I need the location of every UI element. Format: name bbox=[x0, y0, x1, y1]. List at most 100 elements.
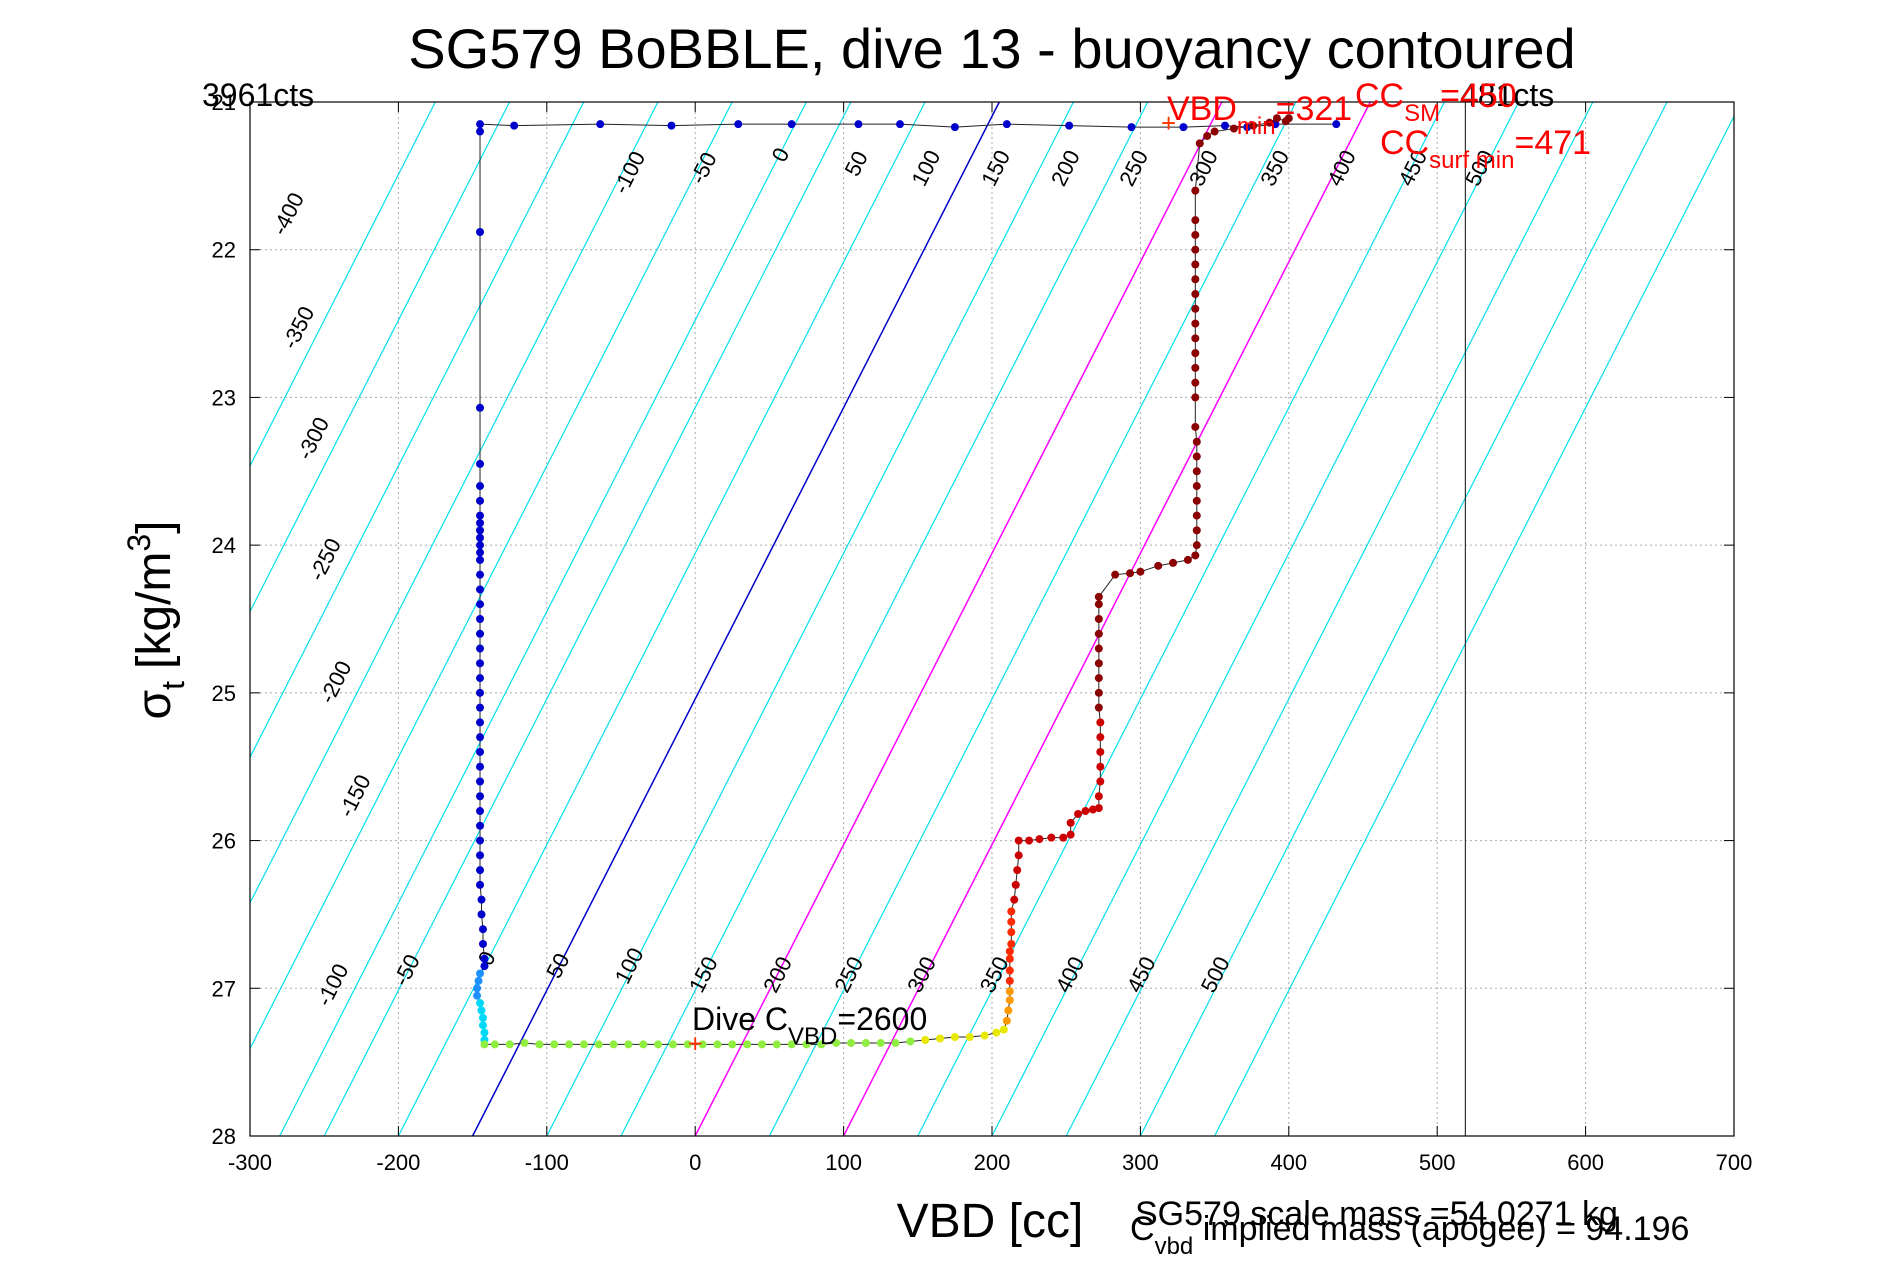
data-point bbox=[476, 644, 485, 653]
data-point bbox=[713, 1040, 722, 1049]
data-point bbox=[1096, 762, 1105, 771]
data-point bbox=[1007, 917, 1016, 926]
y-tick-label: 23 bbox=[212, 385, 236, 410]
data-point bbox=[476, 585, 485, 594]
contour-label: 400 bbox=[1050, 953, 1089, 997]
data-point bbox=[476, 526, 485, 535]
data-point bbox=[476, 969, 485, 978]
x-tick-label: -300 bbox=[228, 1150, 272, 1175]
data-point bbox=[906, 1037, 915, 1046]
y-axis-label-sup: 3 bbox=[121, 534, 157, 552]
y-tick-label: 25 bbox=[212, 681, 236, 706]
data-point bbox=[1002, 120, 1011, 129]
data-point bbox=[476, 548, 485, 557]
data-point bbox=[478, 1021, 487, 1030]
y-axis-label-close: ] bbox=[128, 520, 181, 533]
data-point bbox=[1136, 567, 1145, 576]
data-point bbox=[1094, 592, 1103, 601]
data-point bbox=[1191, 378, 1200, 387]
contour-label: -50 bbox=[388, 950, 425, 990]
data-point bbox=[477, 910, 486, 919]
y-tick-label: 22 bbox=[212, 238, 236, 263]
contour-line bbox=[1139, 102, 1668, 1136]
data-point bbox=[876, 1038, 885, 1047]
data-point bbox=[1191, 186, 1200, 195]
data-point bbox=[1169, 558, 1178, 567]
chart-title: SG579 BoBBLE, dive 13 - buoyancy contour… bbox=[408, 17, 1575, 80]
data-point bbox=[1192, 467, 1201, 476]
contour-line bbox=[1214, 114, 1734, 1136]
data-point bbox=[1002, 1016, 1011, 1025]
data-point bbox=[1047, 833, 1056, 842]
data-point bbox=[1191, 349, 1200, 358]
data-point bbox=[1005, 987, 1014, 996]
data-point bbox=[1265, 118, 1274, 127]
data-point bbox=[1094, 600, 1103, 609]
x-tick-label: 400 bbox=[1270, 1150, 1307, 1175]
contour-label: 300 bbox=[1184, 146, 1223, 190]
data-point bbox=[476, 674, 485, 683]
data-point bbox=[683, 1040, 692, 1049]
data-point bbox=[1005, 976, 1014, 985]
data-point bbox=[1094, 659, 1103, 668]
data-point bbox=[861, 1038, 870, 1047]
cc-sm-annotation: CCSM=450 bbox=[1355, 77, 1517, 127]
svg-text:σt[kg/m3]: σt [kg/m3] bbox=[121, 520, 191, 719]
data-point bbox=[473, 991, 482, 1000]
data-point bbox=[639, 1040, 648, 1049]
data-point bbox=[1191, 551, 1200, 560]
data-point bbox=[476, 821, 485, 830]
data-point bbox=[950, 1033, 959, 1042]
data-point bbox=[1191, 393, 1200, 402]
x-tick-label: 500 bbox=[1419, 1150, 1456, 1175]
contour-label: 100 bbox=[906, 146, 945, 190]
data-point bbox=[965, 1033, 974, 1042]
data-point bbox=[1081, 807, 1090, 816]
data-point bbox=[476, 777, 485, 786]
data-point bbox=[1005, 954, 1014, 963]
data-point bbox=[476, 403, 485, 412]
data-point bbox=[476, 792, 485, 801]
data-point bbox=[1007, 907, 1016, 916]
left-counts-label: 3961cts bbox=[202, 77, 314, 113]
data-point bbox=[624, 1040, 633, 1049]
data-point bbox=[1191, 260, 1200, 269]
contour-line bbox=[694, 102, 1223, 1136]
data-point bbox=[847, 1038, 856, 1047]
contour-label: 0 bbox=[767, 144, 795, 166]
data-point bbox=[1094, 804, 1103, 813]
data-point bbox=[1094, 703, 1103, 712]
x-tick-label: 600 bbox=[1567, 1150, 1604, 1175]
data-point bbox=[787, 1040, 796, 1049]
right-counts-label: 481cts bbox=[1460, 77, 1554, 113]
contour-label: 450 bbox=[1122, 953, 1161, 997]
data-point bbox=[1191, 334, 1200, 343]
x-axis-label: VBD [cc] bbox=[897, 1195, 1084, 1248]
contour-line bbox=[768, 102, 1297, 1136]
contour-label: 300 bbox=[902, 953, 941, 997]
data-point bbox=[510, 121, 519, 130]
axes-layer: -300 -200 -100 0 100 200 300 400 500 600 700212223… bbox=[212, 90, 1753, 1175]
y-axis-label-sub: t bbox=[155, 681, 191, 690]
data-point bbox=[476, 866, 485, 875]
y-axis-label-unit: [kg/m bbox=[128, 552, 181, 669]
data-point bbox=[476, 880, 485, 889]
data-point bbox=[476, 688, 485, 697]
data-point bbox=[1220, 121, 1229, 130]
data-point bbox=[579, 1040, 588, 1049]
contour-label-layer: -400-350-300-250-200-150-100 -50 0 50 100 150… bbox=[267, 144, 1499, 1011]
data-point bbox=[1065, 121, 1074, 130]
data-point bbox=[476, 533, 485, 542]
data-point bbox=[1096, 747, 1105, 756]
data-point bbox=[476, 851, 485, 860]
contour-line bbox=[279, 102, 807, 1136]
data-point bbox=[772, 1040, 781, 1049]
data-point bbox=[1007, 928, 1016, 937]
data-point bbox=[480, 1040, 489, 1049]
data-point bbox=[477, 895, 486, 904]
data-point bbox=[505, 1040, 514, 1049]
contour-line bbox=[250, 102, 436, 468]
data-point bbox=[1059, 833, 1068, 842]
data-point bbox=[473, 984, 482, 993]
data-point bbox=[1192, 482, 1201, 491]
